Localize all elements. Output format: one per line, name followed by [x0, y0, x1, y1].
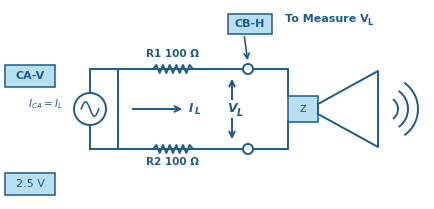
Text: I: I [188, 102, 193, 115]
Circle shape [243, 64, 253, 74]
FancyBboxPatch shape [5, 173, 55, 195]
Circle shape [243, 144, 253, 154]
Text: z: z [299, 102, 306, 116]
Text: CB-H: CB-H [234, 19, 265, 29]
Text: L: L [237, 108, 243, 118]
Text: CA-V: CA-V [15, 71, 45, 81]
FancyBboxPatch shape [5, 65, 55, 87]
Text: V: V [227, 102, 236, 116]
Text: 2.5 V: 2.5 V [16, 179, 44, 189]
FancyBboxPatch shape [287, 96, 317, 122]
Text: $\mathit{I}_{CA}$$\mathit{ = I}_{L}$: $\mathit{I}_{CA}$$\mathit{ = I}_{L}$ [28, 97, 62, 111]
Text: R2 100 Ω: R2 100 Ω [146, 157, 199, 167]
Text: To Measure V: To Measure V [284, 14, 368, 24]
FancyBboxPatch shape [227, 14, 271, 34]
Text: R1 100 Ω: R1 100 Ω [146, 49, 199, 59]
Text: L: L [194, 107, 200, 116]
Text: L: L [366, 18, 372, 27]
